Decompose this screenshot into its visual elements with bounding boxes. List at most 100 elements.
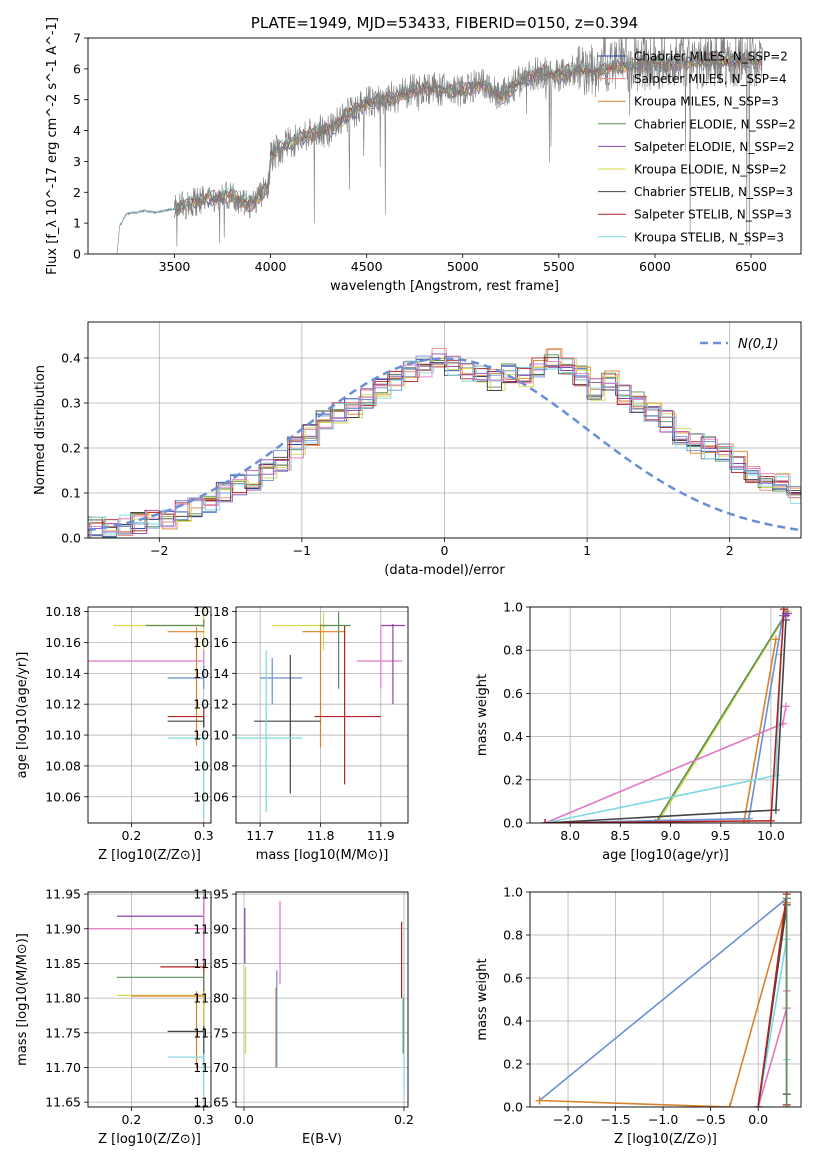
y-tick-label: 0.8 — [503, 643, 523, 658]
y-tick-label: 10.10 — [45, 728, 81, 743]
x-tick-label: 6500 — [735, 259, 767, 274]
y-tick-label: 3 — [73, 154, 81, 169]
x-axis-label: E(B-V) — [302, 1132, 342, 1147]
weight-marker — [766, 816, 775, 823]
y-axis-label: Normed distribution — [33, 365, 48, 495]
x-tick-label: 9.0 — [661, 828, 681, 843]
y-tick-label: 11.80 — [45, 991, 81, 1006]
panel-6 — [232, 892, 408, 1111]
y-tick-label: 11.65 — [193, 1095, 229, 1110]
x-tick-label: −1.0 — [648, 1112, 678, 1127]
y-tick-label: 10.14 — [193, 666, 229, 681]
y-tick-label: 11.85 — [193, 956, 229, 971]
legend-label: Chabrier ELODIE, N_SSP=2 — [634, 117, 796, 131]
y-tick-label: 0 — [73, 247, 81, 262]
x-tick-label: 1 — [583, 543, 591, 558]
legend-label: Chabrier STELIB, N_SSP=3 — [634, 185, 793, 199]
weight-lines — [535, 892, 791, 1107]
errorbar-group — [88, 607, 205, 819]
x-tick-label: 11.8 — [307, 828, 335, 843]
x-tick-label: −0.5 — [695, 1112, 725, 1127]
y-tick-label: 1.0 — [503, 600, 523, 615]
y-tick-label: 0.0 — [503, 1100, 523, 1115]
weight-marker — [782, 894, 791, 903]
y-tick-label: 0.2 — [503, 772, 523, 787]
y-tick-label: 10.10 — [193, 728, 229, 743]
y-tick-label: 11.70 — [45, 1060, 81, 1075]
y-tick-label: 0.0 — [503, 816, 523, 831]
y-tick-label: 0.0 — [61, 531, 81, 546]
weight-lines — [541, 607, 792, 823]
x-tick-label: 5500 — [543, 259, 575, 274]
y-tick-label: 0.6 — [503, 971, 523, 986]
weight-marker — [781, 702, 790, 711]
y-tick-label: 11.75 — [193, 1025, 229, 1040]
panel-4 — [526, 606, 801, 827]
histogram-step — [90, 360, 801, 538]
errorbar-group — [236, 611, 405, 813]
y-tick-label: 0.8 — [503, 928, 523, 943]
errorbar-group — [244, 901, 405, 1096]
weight-line — [654, 613, 787, 823]
weight-line — [757, 893, 788, 1107]
x-tick-label: 4000 — [255, 259, 287, 274]
x-tick-label: 6000 — [639, 259, 671, 274]
x-tick-label: 0.2 — [121, 1112, 141, 1127]
chart-title: PLATE=1949, MJD=53433, FIBERID=0150, z=0… — [251, 14, 638, 32]
x-tick-label: 11.7 — [246, 828, 274, 843]
legend-label: Salpeter MILES, N_SSP=4 — [634, 72, 787, 86]
weight-marker — [754, 1103, 763, 1107]
weight-line — [545, 615, 784, 823]
observed-spectrum — [116, 38, 763, 254]
legend-label: Kroupa MILES, N_SSP=3 — [634, 95, 779, 109]
weight-marker — [725, 1103, 734, 1107]
y-tick-label: 11.95 — [45, 887, 81, 902]
y-tick-label: 11.90 — [45, 921, 81, 936]
axes-frame — [235, 606, 409, 824]
weight-marker — [779, 607, 788, 614]
histogram-step — [89, 348, 801, 538]
weight-marker — [541, 819, 550, 823]
x-axis-label: wavelength [Angstrom, rest frame] — [330, 279, 559, 294]
x-tick-label: 5000 — [447, 259, 479, 274]
axes-frame — [87, 321, 802, 539]
x-tick-label: 0 — [441, 543, 449, 558]
axes-frame — [529, 891, 802, 1108]
x-tick-label: −2 — [150, 543, 168, 558]
legend-label: Chabrier MILES, N_SSP=2 — [634, 50, 788, 64]
y-tick-label: 11.90 — [193, 921, 229, 936]
y-tick-label: 10.12 — [45, 697, 81, 712]
y-tick-label: 10.06 — [45, 789, 81, 804]
y-tick-label: 0.3 — [61, 396, 81, 411]
x-axis-label: mass [log10(M/M⊙)] — [256, 848, 389, 863]
x-axis-label: Z [log10(Z/Z⊙)] — [98, 848, 201, 863]
y-tick-label: 11.65 — [45, 1095, 81, 1110]
panel-5 — [84, 892, 211, 1111]
weight-marker — [535, 1096, 544, 1105]
y-tick-label: 10.18 — [45, 604, 81, 619]
y-tick-label: 0.6 — [503, 686, 523, 701]
weight-marker — [771, 806, 780, 815]
y-axis-label: age [log10(age/yr)] — [15, 652, 30, 779]
x-tick-label: 0.3 — [194, 1112, 214, 1127]
x-tick-label: 0.3 — [194, 828, 214, 843]
panel-0 — [84, 37, 752, 258]
x-tick-label: −1.5 — [600, 1112, 630, 1127]
x-tick-label: 8.5 — [610, 828, 630, 843]
y-tick-label: 11.95 — [193, 887, 229, 902]
x-tick-label: −2.0 — [553, 1112, 583, 1127]
y-tick-label: 0.2 — [503, 1057, 523, 1072]
legend-label: Salpeter STELIB, N_SSP=3 — [634, 208, 792, 222]
x-tick-label: 0.2 — [121, 828, 141, 843]
axes-frame — [87, 37, 802, 255]
y-tick-label: 2 — [73, 185, 81, 200]
x-tick-label: 0.0 — [234, 1112, 254, 1127]
y-axis-label: Flux [f_λ 10^-17 erg cm^-2 s^-1 A^-1] — [45, 17, 60, 275]
x-tick-label: 0.0 — [748, 1112, 768, 1127]
y-tick-label: 10.08 — [45, 758, 81, 773]
x-tick-label: 2 — [726, 543, 734, 558]
spectrum-group — [116, 38, 763, 254]
axes-frame — [529, 606, 802, 824]
y-tick-label: 7 — [73, 31, 81, 46]
